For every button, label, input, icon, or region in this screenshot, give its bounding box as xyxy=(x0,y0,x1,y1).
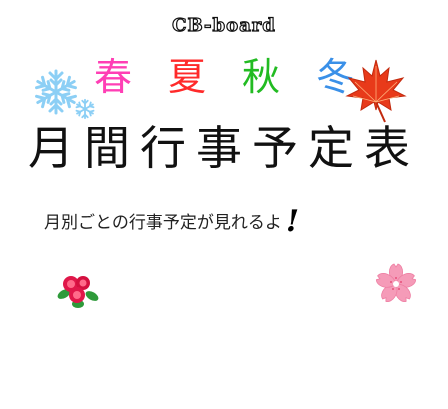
subtitle: 月別ごとの行事予定が見れるよ! xyxy=(44,205,424,240)
snowflake-icon xyxy=(33,69,79,115)
page-title: 月間行事予定表 xyxy=(28,121,420,175)
season-spring: 春 xyxy=(94,55,133,99)
season-autumn: 秋 xyxy=(241,55,280,99)
exclamation-mark: ! xyxy=(285,204,300,239)
seasons-row: 春 夏 秋 冬 xyxy=(94,53,354,101)
season-summer: 夏 xyxy=(167,55,206,99)
maple-leaf-icon xyxy=(345,59,407,123)
rose-icon xyxy=(57,276,99,308)
subtitle-text: 月別ごとの行事予定が見れるよ xyxy=(44,213,282,233)
snowflake-small-icon xyxy=(74,98,96,120)
cb-board-logo: CB-board xyxy=(172,14,276,36)
season-winter: 冬 xyxy=(315,55,354,99)
sakura-icon xyxy=(374,263,418,305)
